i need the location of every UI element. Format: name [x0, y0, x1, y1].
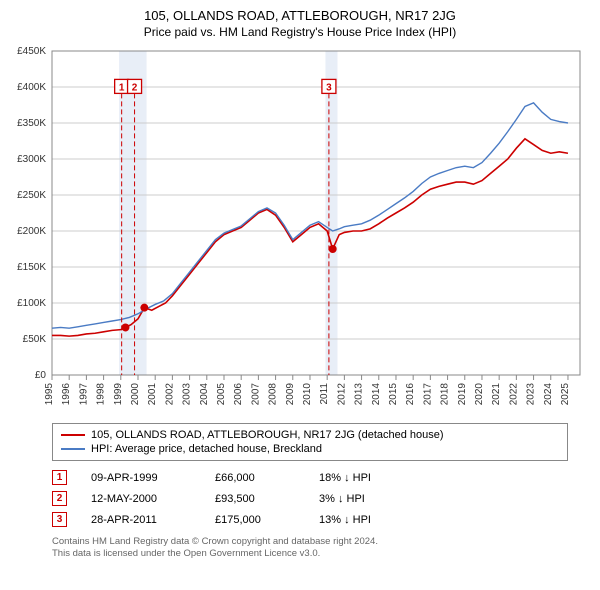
svg-text:2025: 2025 [560, 383, 571, 406]
svg-text:£300K: £300K [17, 154, 46, 165]
svg-text:£450K: £450K [17, 46, 46, 57]
svg-text:2001: 2001 [147, 383, 158, 406]
sale-row: 1 09-APR-1999 £66,000 18% ↓ HPI [52, 467, 568, 488]
legend-swatch [61, 448, 85, 450]
svg-text:£400K: £400K [17, 82, 46, 93]
svg-text:2011: 2011 [319, 383, 330, 405]
svg-text:2004: 2004 [199, 383, 210, 406]
svg-text:2010: 2010 [302, 383, 313, 406]
sale-date: 28-APR-2011 [91, 514, 191, 526]
chart-title-block: 105, OLLANDS ROAD, ATTLEBOROUGH, NR17 2J… [8, 8, 592, 39]
svg-text:2024: 2024 [543, 383, 554, 406]
footer-line1: Contains HM Land Registry data © Crown c… [52, 536, 568, 548]
sales-table: 1 09-APR-1999 £66,000 18% ↓ HPI 2 12-MAY-2000… [52, 467, 568, 530]
svg-text:2015: 2015 [388, 383, 399, 406]
sale-diff: 18% ↓ HPI [319, 472, 409, 484]
svg-text:£0: £0 [35, 370, 47, 381]
sale-diff: 13% ↓ HPI [319, 514, 409, 526]
footer-line2: This data is licensed under the Open Gov… [52, 548, 568, 560]
svg-text:2020: 2020 [474, 383, 485, 406]
svg-text:1: 1 [119, 82, 125, 93]
svg-text:2000: 2000 [130, 383, 141, 406]
svg-text:2005: 2005 [216, 383, 227, 406]
sale-price: £93,500 [215, 493, 295, 505]
svg-text:2003: 2003 [182, 383, 193, 406]
svg-text:1997: 1997 [78, 383, 89, 406]
legend-label: HPI: Average price, detached house, Brec… [91, 443, 322, 455]
svg-text:2021: 2021 [491, 383, 502, 406]
sale-row: 2 12-MAY-2000 £93,500 3% ↓ HPI [52, 488, 568, 509]
svg-text:2014: 2014 [371, 383, 382, 406]
sale-row: 3 28-APR-2011 £175,000 13% ↓ HPI [52, 509, 568, 530]
sale-marker: 2 [52, 491, 67, 506]
svg-text:2006: 2006 [233, 383, 244, 406]
sale-date: 09-APR-1999 [91, 472, 191, 484]
svg-text:1998: 1998 [96, 383, 107, 406]
title-main: 105, OLLANDS ROAD, ATTLEBOROUGH, NR17 2J… [8, 8, 592, 23]
svg-text:2012: 2012 [336, 383, 347, 406]
svg-text:£200K: £200K [17, 226, 46, 237]
line-chart: £0 £50K £100K £150K £200K £250K £300K £350K £400… [8, 45, 592, 415]
svg-text:2008: 2008 [268, 383, 279, 406]
svg-text:2: 2 [132, 82, 138, 93]
title-sub: Price paid vs. HM Land Registry's House … [8, 25, 592, 39]
legend-label: 105, OLLANDS ROAD, ATTLEBOROUGH, NR17 2J… [91, 429, 444, 441]
svg-text:2022: 2022 [508, 383, 519, 406]
svg-text:2007: 2007 [250, 383, 261, 406]
sale-marker: 3 [52, 512, 67, 527]
svg-text:2017: 2017 [422, 383, 433, 406]
svg-text:1995: 1995 [44, 383, 55, 406]
sale-price: £66,000 [215, 472, 295, 484]
legend-item: 105, OLLANDS ROAD, ATTLEBOROUGH, NR17 2J… [61, 428, 559, 442]
svg-text:1999: 1999 [113, 383, 124, 406]
svg-text:3: 3 [326, 82, 332, 93]
svg-text:2002: 2002 [164, 383, 175, 406]
svg-text:2016: 2016 [405, 383, 416, 406]
svg-text:2009: 2009 [285, 383, 296, 406]
svg-text:2019: 2019 [457, 383, 468, 406]
legend-item: HPI: Average price, detached house, Brec… [61, 442, 559, 456]
svg-text:2023: 2023 [526, 383, 537, 406]
sale-marker: 1 [52, 470, 67, 485]
svg-text:2018: 2018 [440, 383, 451, 406]
legend: 105, OLLANDS ROAD, ATTLEBOROUGH, NR17 2J… [52, 423, 568, 461]
footer-attribution: Contains HM Land Registry data © Crown c… [52, 536, 568, 561]
svg-text:£250K: £250K [17, 190, 46, 201]
svg-text:£350K: £350K [17, 118, 46, 129]
sale-price: £175,000 [215, 514, 295, 526]
svg-text:£50K: £50K [23, 334, 47, 345]
chart-container: £0 £50K £100K £150K £200K £250K £300K £350K £400… [8, 45, 592, 415]
sale-diff: 3% ↓ HPI [319, 493, 409, 505]
svg-text:£100K: £100K [17, 298, 46, 309]
svg-text:1996: 1996 [61, 383, 72, 406]
sale-date: 12-MAY-2000 [91, 493, 191, 505]
legend-swatch [61, 434, 85, 436]
svg-text:£150K: £150K [17, 262, 46, 273]
svg-text:2013: 2013 [354, 383, 365, 406]
